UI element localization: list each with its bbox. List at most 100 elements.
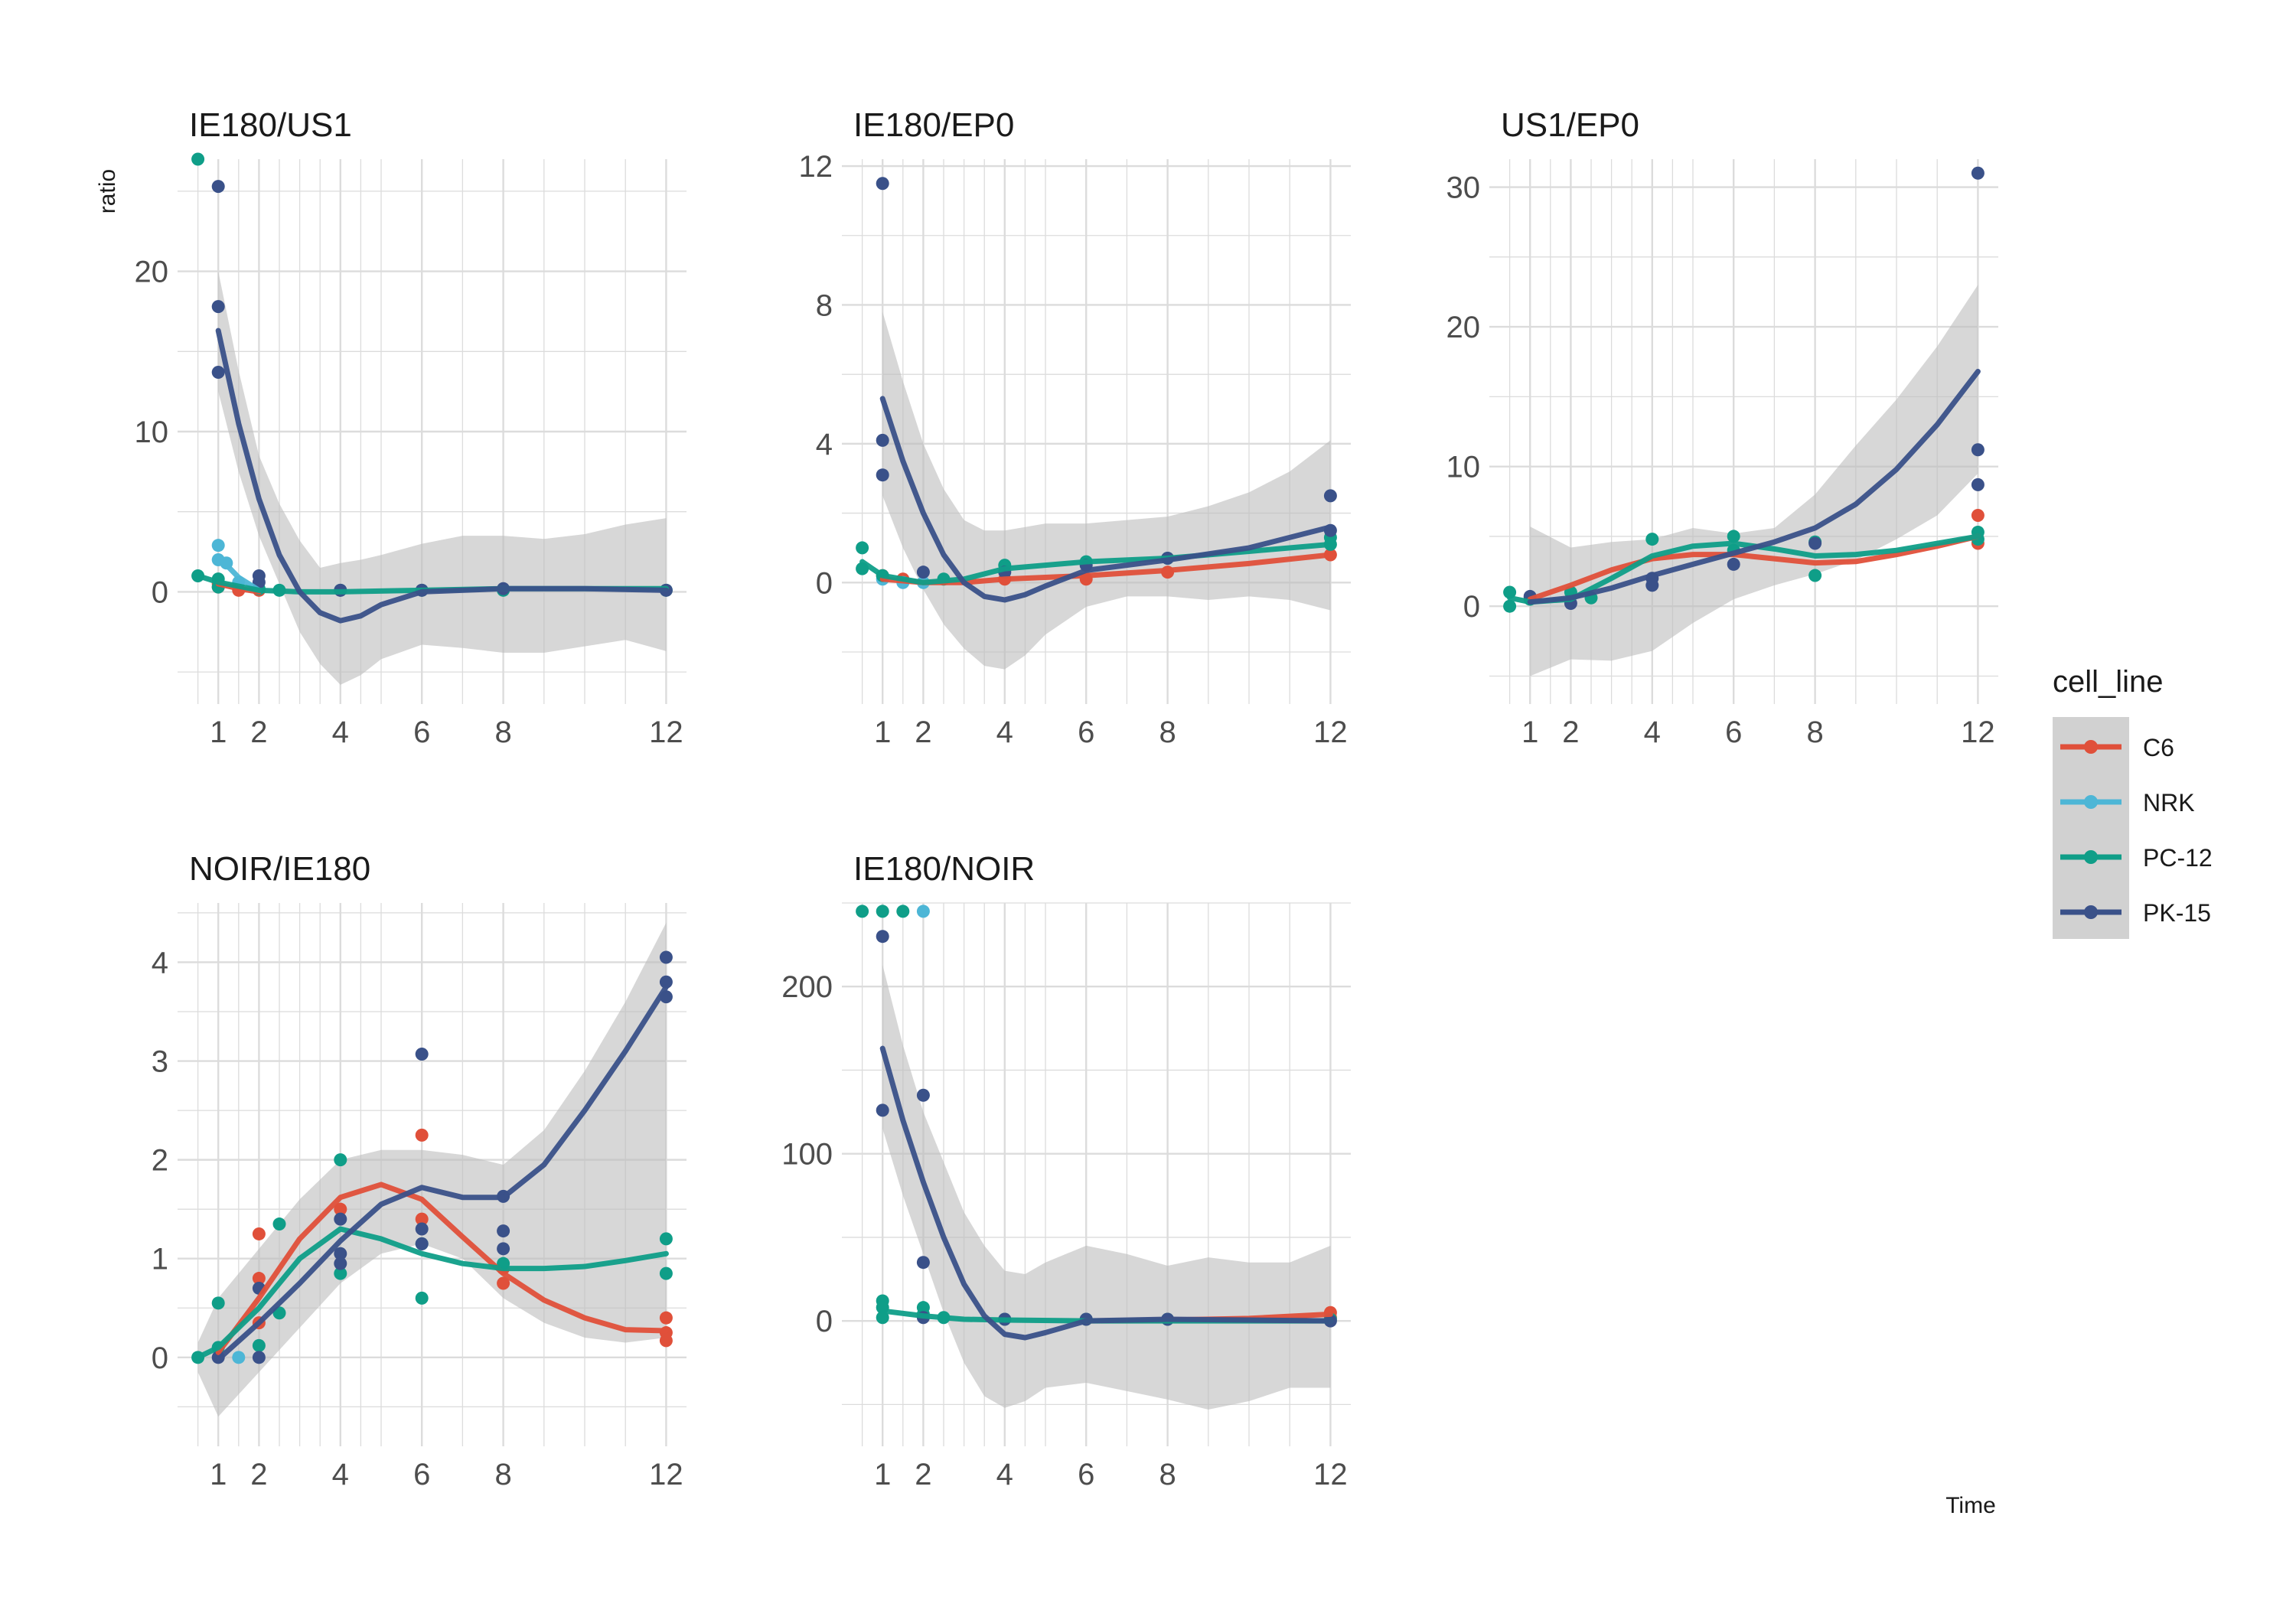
point-pk-15: [876, 433, 889, 447]
point-pc-12: [334, 1153, 347, 1167]
y-tick-label: 0: [152, 575, 168, 609]
y-tick-label: 3: [152, 1045, 168, 1079]
point-pk-15: [876, 177, 889, 191]
point-pk-15: [659, 950, 673, 964]
y-tick-label: 2: [152, 1144, 168, 1178]
point-pk-15: [1323, 489, 1337, 503]
point-c6: [1971, 509, 1985, 523]
point-pk-15: [1971, 443, 1985, 457]
fit-line-pc-12: [195, 1226, 669, 1361]
point-pk-15: [876, 1103, 889, 1117]
panel-1: IE180/EP0 1 2 4 6 8 12 0 4 8 12: [799, 106, 1351, 749]
y-tick-label: 12: [799, 150, 833, 184]
x-tick-label: 1: [210, 1458, 227, 1491]
x-axis-label: Time: [1945, 1493, 1996, 1518]
y-tick-label: 1: [152, 1243, 168, 1276]
point-c6: [415, 1128, 429, 1142]
point-pk-15: [497, 1242, 510, 1256]
legend-label-nrk: NRK: [2143, 789, 2195, 817]
x-tick-label: 8: [494, 715, 511, 749]
y-tick-label: 8: [816, 288, 833, 322]
point-pc-12: [211, 1296, 225, 1310]
point-pc-12: [1503, 599, 1517, 613]
fit-line-pk-15: [1527, 368, 1981, 605]
point-c6: [659, 1334, 673, 1348]
panel-title: NOIR/IE180: [189, 850, 370, 888]
point-c6: [659, 1311, 673, 1325]
y-tick-label: 4: [152, 946, 168, 980]
point-c6: [252, 1272, 266, 1286]
point-pc-12: [856, 905, 869, 918]
legend-label-pk-15: PK-15: [2143, 899, 2211, 927]
y-tick-label: 4: [816, 428, 833, 461]
y-axis-label: ratio: [95, 169, 120, 214]
legend-key-point-pc-12: [2084, 850, 2098, 864]
point-c6: [415, 1212, 429, 1226]
legend-key-background: [2053, 717, 2129, 939]
x-tick-label: 12: [1961, 715, 1995, 749]
point-pk-15: [415, 1048, 429, 1061]
legend-key-point-nrk: [2084, 795, 2098, 809]
x-tick-label: 6: [1725, 715, 1742, 749]
point-pc-12: [272, 1217, 286, 1231]
point-nrk: [232, 1351, 246, 1364]
y-tick-label: 0: [1463, 590, 1480, 624]
point-pk-15: [211, 366, 225, 380]
point-pc-12: [1808, 569, 1822, 582]
fit-line-pk-15: [215, 984, 669, 1362]
x-tick-label: 1: [1521, 715, 1538, 749]
point-pc-12: [659, 1266, 673, 1280]
point-pc-12: [659, 1232, 673, 1246]
panel-title: IE180/US1: [189, 106, 352, 144]
point-pc-12: [856, 541, 869, 555]
point-pk-15: [916, 566, 930, 579]
x-tick-label: 1: [874, 715, 891, 749]
point-pk-15: [334, 1257, 347, 1270]
x-tick-label: 1: [874, 1458, 891, 1491]
point-pc-12: [191, 152, 205, 166]
confidence-band: [1530, 285, 1978, 676]
point-pk-15: [497, 1224, 510, 1238]
x-tick-label: 6: [413, 1458, 430, 1491]
x-tick-label: 1: [210, 715, 227, 749]
x-tick-label: 4: [996, 715, 1013, 749]
legend-label-c6: C6: [2143, 734, 2174, 761]
y-tick-label: 0: [816, 1305, 833, 1338]
x-tick-label: 8: [494, 1458, 511, 1491]
fit-line-c6: [215, 1182, 669, 1355]
point-pk-15: [1808, 536, 1822, 550]
legend-key-point-c6: [2084, 740, 2098, 754]
x-tick-label: 8: [1159, 715, 1176, 749]
panel-4: IE180/NOIR 1 2 4 6 8 12 0 100 200: [781, 850, 1351, 1491]
x-tick-label: 6: [1078, 1458, 1094, 1491]
y-tick-label: 10: [1446, 451, 1481, 484]
point-pc-12: [334, 1266, 347, 1280]
y-tick-label: 200: [781, 970, 833, 1004]
x-tick-label: 12: [649, 1458, 683, 1491]
x-tick-label: 8: [1159, 1458, 1176, 1491]
point-pc-12: [876, 905, 889, 918]
fit-line-c6: [1527, 533, 1981, 602]
x-tick-label: 4: [996, 1458, 1013, 1491]
point-pk-15: [252, 1351, 266, 1364]
point-pc-12: [1645, 533, 1659, 546]
x-tick-label: 2: [1562, 715, 1579, 749]
point-pk-15: [334, 1247, 347, 1260]
y-tick-label: 30: [1446, 171, 1481, 205]
x-tick-label: 12: [649, 715, 683, 749]
point-pc-12: [896, 905, 910, 918]
y-tick-label: 0: [152, 1341, 168, 1375]
point-pk-15: [1727, 557, 1740, 571]
fit-line-pk-15: [879, 1045, 1333, 1341]
point-pk-15: [1971, 478, 1985, 491]
point-pk-15: [415, 1237, 429, 1250]
point-pk-15: [334, 1212, 347, 1226]
confidence-band: [882, 311, 1331, 670]
confidence-band: [882, 964, 1331, 1410]
x-tick-label: 6: [1078, 715, 1094, 749]
point-pc-12: [876, 1311, 889, 1325]
confidence-band: [197, 922, 667, 1417]
x-tick-label: 4: [332, 715, 349, 749]
